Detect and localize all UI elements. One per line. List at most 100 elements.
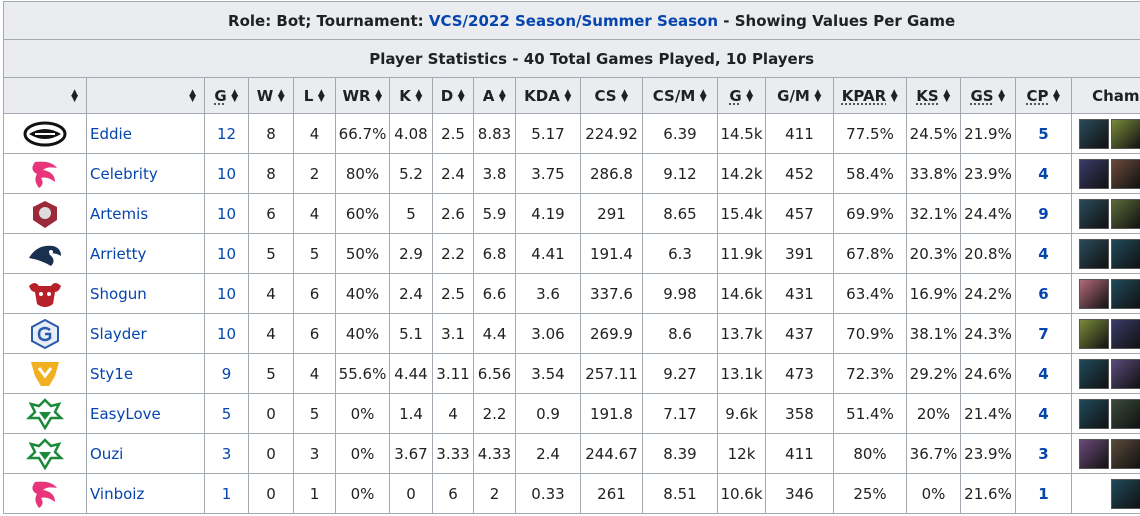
stat-cp-cell[interactable]: 3 <box>1015 433 1072 474</box>
stat-cp-cell[interactable]: 9 <box>1015 193 1072 234</box>
games-link[interactable]: 10 <box>216 204 237 223</box>
champion-icon[interactable] <box>1078 398 1109 429</box>
sort-icon[interactable]: ▲ ▼ <box>317 88 325 104</box>
stat-cp-cell[interactable]: 4 <box>1015 353 1072 394</box>
games-link[interactable]: 12 <box>216 124 237 143</box>
champion-pool-link[interactable]: 6 <box>1038 284 1049 303</box>
stat-cp-cell[interactable]: 7 <box>1015 313 1072 354</box>
player-link[interactable]: Sty1e <box>90 364 134 383</box>
player-link[interactable]: Artemis <box>90 204 149 223</box>
champion-icon[interactable] <box>1078 118 1109 149</box>
stat-g-cell[interactable]: 10 <box>204 153 249 194</box>
player-link[interactable]: Shogun <box>90 284 147 303</box>
sort-icon[interactable]: ▲ ▼ <box>699 88 707 104</box>
sort-icon[interactable]: ▲ ▼ <box>943 88 951 104</box>
games-link[interactable]: 9 <box>221 364 232 383</box>
champion-icon[interactable] <box>1110 398 1140 429</box>
player-link[interactable]: Arrietty <box>90 244 147 263</box>
games-link[interactable]: 3 <box>221 444 232 463</box>
champion-icon[interactable] <box>1078 318 1109 349</box>
team-logo-icon[interactable] <box>21 198 69 230</box>
team-logo-cell[interactable] <box>3 433 87 474</box>
sort-icon[interactable]: ▲ ▼ <box>375 88 382 104</box>
column-header-1[interactable]: ▲ ▼ <box>86 77 205 114</box>
team-logo-icon[interactable] <box>21 118 69 150</box>
champion-pool-link[interactable]: 4 <box>1038 404 1049 423</box>
games-link[interactable]: 10 <box>216 284 237 303</box>
column-header-8[interactable]: A ▲ ▼ <box>473 77 516 114</box>
champion-pool-link[interactable]: 4 <box>1038 164 1049 183</box>
stat-g-cell[interactable]: 10 <box>204 313 249 354</box>
stat-cp-cell[interactable]: 5 <box>1015 113 1072 154</box>
stat-g-cell[interactable]: 10 <box>204 273 249 314</box>
stat-cp-cell[interactable]: 6 <box>1015 273 1072 314</box>
sort-icon[interactable]: ▲ ▼ <box>746 88 754 104</box>
stat-g-cell[interactable]: 5 <box>204 393 249 434</box>
team-logo-icon[interactable] <box>21 478 69 510</box>
sort-icon[interactable]: ▲ ▼ <box>277 88 285 104</box>
stat-cp-cell[interactable]: 4 <box>1015 393 1072 434</box>
team-logo-icon[interactable] <box>21 238 69 270</box>
stat-g-cell[interactable]: 10 <box>204 193 249 234</box>
team-logo-icon[interactable] <box>21 318 69 350</box>
champion-icon[interactable] <box>1110 158 1140 189</box>
column-header-4[interactable]: L ▲ ▼ <box>293 77 336 114</box>
team-logo-cell[interactable] <box>3 353 87 394</box>
champion-pool-link[interactable]: 7 <box>1038 324 1049 343</box>
column-header-0[interactable]: ▲ ▼ <box>3 77 87 114</box>
column-header-14[interactable]: KPAR ▲ ▼ <box>833 77 907 114</box>
games-link[interactable]: 10 <box>216 324 237 343</box>
tournament-link[interactable]: VCS/2022 Season/Summer Season <box>428 11 719 30</box>
stat-cp-cell[interactable]: 4 <box>1015 233 1072 274</box>
column-header-7[interactable]: D ▲ ▼ <box>432 77 474 114</box>
column-header-12[interactable]: G ▲ ▼ <box>717 77 766 114</box>
sort-icon[interactable]: ▲ ▼ <box>890 88 898 104</box>
sort-icon[interactable]: ▲ ▼ <box>564 88 572 104</box>
champion-icon[interactable] <box>1110 198 1140 229</box>
champion-icon[interactable] <box>1110 478 1140 509</box>
sort-icon[interactable]: ▲ ▼ <box>814 88 822 104</box>
column-header-10[interactable]: CS ▲ ▼ <box>580 77 643 114</box>
column-header-9[interactable]: KDA ▲ ▼ <box>515 77 581 114</box>
sort-icon[interactable]: ▲ ▼ <box>457 88 465 104</box>
team-logo-icon[interactable] <box>21 158 69 190</box>
champion-pool-link[interactable]: 9 <box>1038 204 1049 223</box>
champion-icon[interactable] <box>1078 198 1109 229</box>
stat-g-cell[interactable]: 12 <box>204 113 249 154</box>
team-logo-cell[interactable] <box>3 193 87 234</box>
sort-icon[interactable]: ▲ ▼ <box>71 88 78 104</box>
team-logo-icon[interactable] <box>21 397 69 430</box>
player-link[interactable]: Slayder <box>90 324 147 343</box>
sort-icon[interactable]: ▲ ▼ <box>498 88 506 104</box>
player-link[interactable]: Vinboiz <box>90 484 145 503</box>
sort-icon[interactable]: ▲ ▼ <box>231 88 239 104</box>
column-header-6[interactable]: K ▲ ▼ <box>389 77 433 114</box>
stat-g-cell[interactable]: 3 <box>204 433 249 474</box>
games-link[interactable]: 5 <box>221 404 232 423</box>
games-link[interactable]: 10 <box>216 244 237 263</box>
team-logo-icon[interactable] <box>21 278 69 310</box>
column-header-13[interactable]: G/M ▲ ▼ <box>765 77 834 114</box>
team-logo-cell[interactable] <box>3 313 87 354</box>
player-link[interactable]: Ouzi <box>90 444 124 463</box>
champion-icon[interactable] <box>1110 318 1140 349</box>
champion-icon[interactable] <box>1110 358 1140 389</box>
champion-icon[interactable] <box>1110 438 1140 469</box>
champion-icon[interactable] <box>1078 278 1109 309</box>
column-header-5[interactable]: WR ▲ ▼ <box>335 77 390 114</box>
stat-cp-cell[interactable]: 1 <box>1015 473 1072 514</box>
column-header-3[interactable]: W ▲ ▼ <box>248 77 294 114</box>
team-logo-cell[interactable] <box>3 233 87 274</box>
champion-icon[interactable] <box>1110 278 1140 309</box>
sort-icon[interactable]: ▲ ▼ <box>1053 88 1060 104</box>
stat-g-cell[interactable]: 9 <box>204 353 249 394</box>
champion-pool-link[interactable]: 4 <box>1038 364 1049 383</box>
team-logo-icon[interactable] <box>21 437 69 470</box>
champion-pool-link[interactable]: 1 <box>1038 484 1049 503</box>
stat-cp-cell[interactable]: 4 <box>1015 153 1072 194</box>
team-logo-cell[interactable] <box>3 473 87 514</box>
sort-icon[interactable]: ▲ ▼ <box>621 88 628 104</box>
champion-icon[interactable] <box>1110 238 1140 269</box>
champion-pool-link[interactable]: 3 <box>1038 444 1049 463</box>
games-link[interactable]: 10 <box>216 164 237 183</box>
